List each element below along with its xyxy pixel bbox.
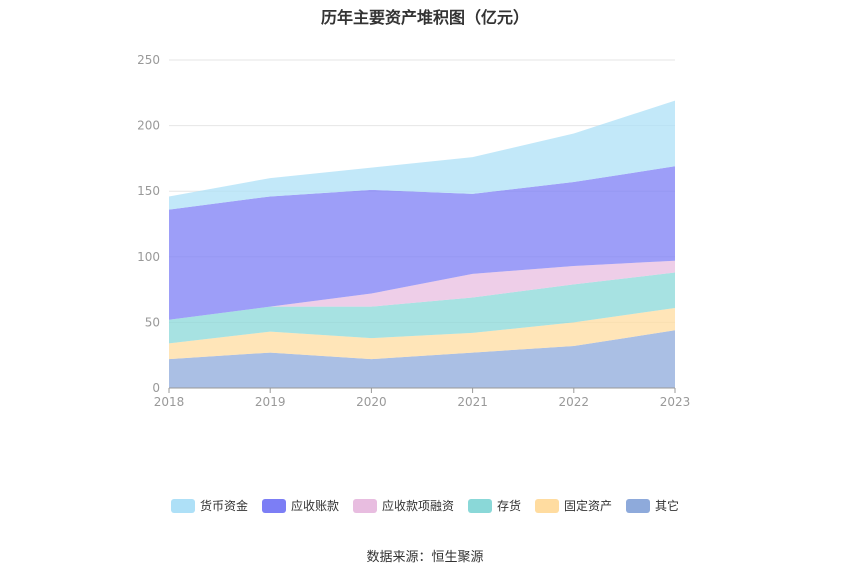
y-tick-label: 100 bbox=[137, 250, 160, 264]
x-tick-label: 2022 bbox=[559, 395, 590, 409]
data-source: 数据来源：恒生聚源 bbox=[366, 550, 484, 565]
x-tick-label: 2018 bbox=[154, 395, 185, 409]
area-series bbox=[169, 307, 675, 360]
chart-legend: 货币资金 应收账款 应收款项融资 存货 固定资产 其它 bbox=[0, 497, 850, 514]
chart-title: 历年主要资产堆积图（亿元） bbox=[320, 8, 529, 27]
legend-label: 固定资产 bbox=[564, 499, 613, 513]
legend-swatch bbox=[170, 498, 195, 513]
stacked-area-chart: 0 50 100 150 200 250 2018 2019 2020 2021 2022 2023 bbox=[137, 53, 691, 409]
legend-label: 应收款项融资 bbox=[381, 499, 454, 513]
x-tick-label: 2021 bbox=[457, 395, 488, 409]
area-series bbox=[169, 272, 675, 344]
x-tick-label: 2023 bbox=[660, 395, 691, 409]
y-tick-label: 0 bbox=[152, 381, 160, 395]
legend-swatch bbox=[626, 498, 651, 513]
legend-item[interactable]: 存货 bbox=[468, 497, 521, 514]
area-series bbox=[169, 260, 675, 320]
legend-label: 其它 bbox=[655, 499, 680, 513]
legend-label: 应收账款 bbox=[290, 499, 339, 513]
x-tick-label: 2020 bbox=[356, 395, 387, 409]
y-tick-label: 150 bbox=[137, 184, 160, 198]
area-series bbox=[169, 100, 675, 210]
legend-item[interactable]: 固定资产 bbox=[535, 497, 612, 514]
area-series bbox=[169, 166, 675, 320]
legend-swatch bbox=[352, 498, 377, 513]
area-series bbox=[169, 330, 675, 388]
y-tick-label: 200 bbox=[137, 119, 160, 133]
legend-item[interactable]: 应收账款 bbox=[261, 497, 339, 514]
legend-item[interactable]: 其它 bbox=[626, 497, 679, 514]
legend-swatch bbox=[261, 498, 286, 513]
legend-item[interactable]: 应收款项融资 bbox=[352, 497, 454, 514]
legend-label: 货币资金 bbox=[199, 499, 248, 513]
legend-label: 存货 bbox=[497, 499, 522, 513]
y-tick-label: 250 bbox=[137, 53, 160, 67]
legend-item[interactable]: 货币资金 bbox=[170, 497, 248, 514]
y-tick-label: 50 bbox=[145, 315, 160, 329]
legend-swatch bbox=[468, 498, 492, 513]
legend-swatch bbox=[535, 498, 560, 513]
x-tick-label: 2019 bbox=[255, 395, 286, 409]
